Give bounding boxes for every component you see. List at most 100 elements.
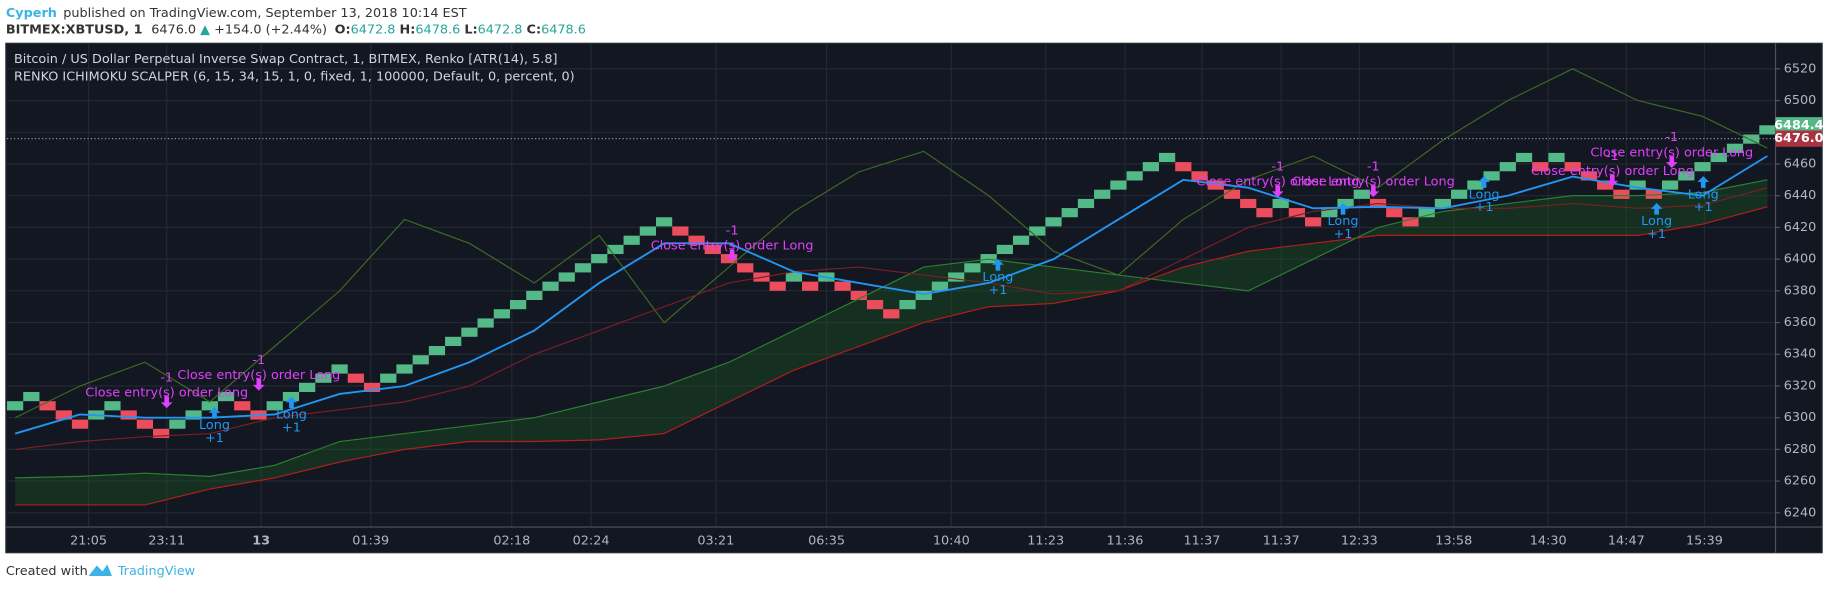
renko-brick (331, 364, 348, 374)
y-tick-label: 6360 (1784, 315, 1817, 330)
renko-brick (591, 254, 608, 264)
x-tick-label: 01:39 (352, 534, 389, 549)
renko-brick (542, 281, 559, 291)
order-qty: +1 (1647, 227, 1666, 242)
order-label: Close entry(s) order Long (177, 368, 340, 383)
ohlc-value: 6472.8 (351, 22, 396, 37)
x-tick-label: 11:37 (1183, 534, 1220, 549)
renko-brick (850, 290, 867, 301)
renko-brick (1483, 171, 1500, 181)
x-tick-label: 13 (252, 534, 270, 549)
renko-brick (1175, 162, 1192, 172)
order-qty: -1 (160, 370, 173, 385)
exit-arrow (1665, 156, 1678, 169)
order-qty: +1 (1334, 227, 1353, 242)
symbol-line: BITMEX:XBTUSD, 1 6476.0 ▲ +154.0 (+2.44%… (6, 22, 586, 37)
y-tick-label: 6240 (1784, 505, 1817, 520)
renko-brick (672, 226, 689, 236)
renko-brick (558, 272, 575, 282)
x-tick-label: 14:47 (1608, 534, 1645, 549)
renko-brick (1548, 152, 1565, 163)
renko-brick (1418, 208, 1435, 218)
y-tick-label: 6400 (1784, 252, 1817, 267)
order-label: Long (199, 418, 230, 433)
y-tick-label: 6260 (1784, 474, 1817, 489)
footer-text: Created with (6, 564, 88, 579)
y-tick-label: 6280 (1784, 442, 1817, 457)
renko-brick (1223, 189, 1241, 199)
order-label: Long (1469, 187, 1500, 202)
change: +154.0 (+2.44%) (214, 22, 327, 37)
order-qty: -1 (726, 223, 739, 238)
order-label: Close entry(s) order Long (1196, 174, 1359, 189)
x-tick-label: 12:33 (1341, 534, 1378, 549)
renko-brick (169, 419, 186, 429)
renko-brick (153, 428, 170, 438)
change-arrow: ▲ (200, 22, 210, 37)
renko-brick (1710, 152, 1727, 163)
x-tick-label: 02:24 (573, 534, 610, 549)
exit-arrow (726, 249, 738, 262)
x-tick-label: 11:36 (1107, 534, 1144, 549)
indicator-legend: RENKO ICHIMOKU SCALPER (6, 15, 34, 15, 1… (14, 70, 575, 85)
renko-brick (120, 410, 137, 420)
renko-brick (1694, 162, 1711, 172)
order-qty: +1 (282, 420, 301, 435)
renko-brick (23, 391, 40, 402)
renko-brick (1321, 208, 1338, 218)
renko-brick (1240, 198, 1257, 209)
order-qty: +1 (1694, 200, 1713, 215)
renko-brick (477, 318, 494, 328)
exit-arrow (252, 379, 265, 391)
renko-brick (931, 281, 949, 291)
renko-brick (656, 217, 673, 227)
renko-brick (1451, 189, 1468, 199)
indicator-line (15, 179, 1768, 479)
exit-arrow (160, 396, 173, 409)
entry-arrow (992, 258, 1004, 271)
entry-arrow (1478, 176, 1490, 188)
renko-brick (347, 373, 364, 383)
logo[interactable] (88, 564, 112, 577)
renko-brick (461, 327, 478, 337)
renko-brick (39, 401, 56, 411)
renko-brick (1126, 171, 1143, 181)
renko-brick (1272, 198, 1289, 209)
x-tick-label: 10:40 (933, 534, 970, 549)
author[interactable]: Cyperh (6, 5, 57, 20)
renko-brick (493, 309, 510, 319)
ohlc-key: C: (527, 22, 542, 37)
renko-brick (266, 401, 283, 411)
order-qty: +1 (205, 431, 224, 446)
renko-brick (639, 226, 657, 236)
renko-brick (1077, 198, 1095, 209)
renko-brick (104, 401, 121, 411)
order-label: Long (276, 408, 307, 423)
renko-brick (55, 410, 72, 420)
order-qty: -1 (1606, 149, 1619, 164)
x-tick-label: 03:21 (697, 534, 734, 549)
renko-brick (785, 272, 803, 282)
indicator-line (15, 206, 1768, 506)
renko-brick (282, 391, 300, 402)
renko-brick (217, 391, 235, 402)
renko-brick (1726, 143, 1744, 153)
last-brick-label: 6484.4 (1774, 118, 1824, 133)
indicator-line (14, 155, 1768, 435)
x-tick-label: 23:11 (148, 534, 185, 549)
x-tick-label: 14:30 (1530, 534, 1567, 549)
footer-brand[interactable]: TradingView (117, 564, 195, 579)
renko-brick (1207, 180, 1224, 190)
entry-arrow (208, 407, 221, 419)
x-tick-label: 06:35 (808, 534, 845, 549)
renko-brick (1110, 180, 1127, 190)
x-tick-label: 11:23 (1027, 534, 1064, 549)
renko-brick (509, 300, 527, 310)
x-tick-label: 11:37 (1263, 534, 1300, 549)
renko-brick (574, 263, 592, 273)
last-brick-box (1775, 117, 1823, 134)
renko-brick (948, 272, 965, 282)
renko-brick (802, 281, 819, 291)
renko-brick (1386, 208, 1403, 218)
order-qty: -1 (1367, 159, 1380, 174)
